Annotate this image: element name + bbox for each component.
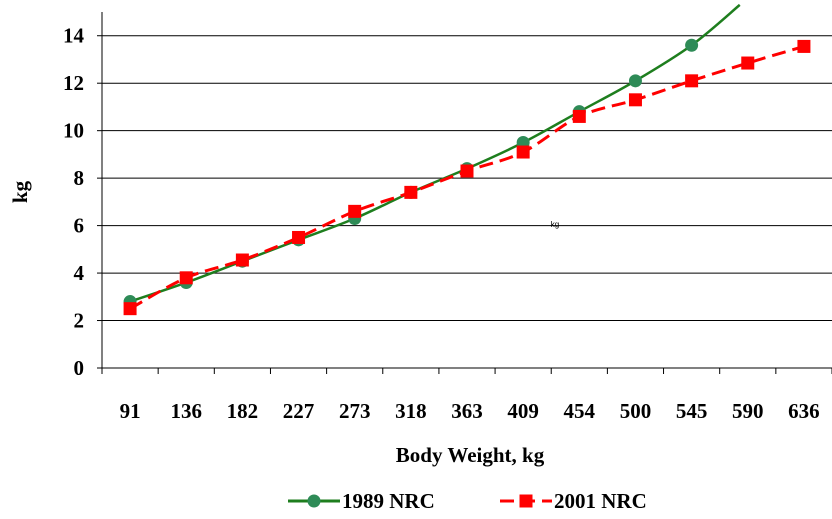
x-tick-label-318: 318 <box>395 399 427 423</box>
x-tick-label-636: 636 <box>788 399 820 423</box>
point-2001-nrc-182 <box>235 253 249 267</box>
x-tick-label-363: 363 <box>451 399 483 423</box>
x-tick-label-136: 136 <box>170 399 202 423</box>
point-2001-nrc-636 <box>797 39 811 53</box>
point-2001-nrc-363 <box>460 164 474 178</box>
x-tick-label-500: 500 <box>620 399 652 423</box>
point-2001-nrc-409 <box>516 145 530 159</box>
y-tick-label-4: 4 <box>74 261 85 285</box>
point-1989-nrc-545 <box>685 38 699 52</box>
point-2001-nrc-590 <box>741 56 755 70</box>
legend-marker-2001-nrc <box>519 494 533 508</box>
x-tick-label-545: 545 <box>676 399 708 423</box>
legend-marker-1989-nrc <box>307 494 321 508</box>
y-tick-label-10: 10 <box>63 119 84 143</box>
point-2001-nrc-273 <box>348 204 362 218</box>
point-2001-nrc-545 <box>685 74 699 88</box>
point-2001-nrc-91 <box>123 302 137 316</box>
point-2001-nrc-227 <box>292 230 306 244</box>
series-layer <box>123 3 811 316</box>
axes <box>97 12 832 374</box>
series-line-1989-nrc <box>129 3 741 303</box>
x-tick-label-227: 227 <box>283 399 315 423</box>
y-axis-title: kg <box>8 180 32 203</box>
legend-label-2001-nrc: 2001 NRC <box>554 489 647 513</box>
annotation-label: kg <box>551 220 559 229</box>
grid-lines <box>102 35 832 322</box>
y-tick-label-14: 14 <box>63 24 85 48</box>
x-tick-label-273: 273 <box>339 399 371 423</box>
point-2001-nrc-136 <box>179 271 193 285</box>
y-tick-label-2: 2 <box>74 309 85 333</box>
point-1989-nrc-500 <box>628 74 642 88</box>
x-tick-labels: 91 136 182 227 273 318 363 409 454 500 545 590 636 <box>120 399 820 423</box>
x-tick-label-91: 91 <box>120 399 141 423</box>
y-tick-label-8: 8 <box>74 166 85 190</box>
y-tick-label-0: 0 <box>74 356 85 380</box>
x-tick-label-182: 182 <box>227 399 259 423</box>
y-tick-label-6: 6 <box>74 214 85 238</box>
series-line-2001-nrc <box>129 44 805 310</box>
x-axis-title: Body Weight, kg <box>396 443 545 467</box>
x-tick-label-590: 590 <box>732 399 764 423</box>
point-2001-nrc-318 <box>404 185 418 199</box>
x-tick-label-454: 454 <box>564 399 596 423</box>
legend-label-1989-nrc: 1989 NRC <box>342 489 435 513</box>
point-2001-nrc-454 <box>572 109 586 123</box>
point-2001-nrc-500 <box>628 93 642 107</box>
x-tick-label-409: 409 <box>507 399 539 423</box>
legend: 1989 NRC 2001 NRC <box>288 489 647 513</box>
y-tick-label-12: 12 <box>63 71 84 95</box>
y-tick-labels: 0 2 4 6 8 10 12 14 <box>63 24 85 380</box>
